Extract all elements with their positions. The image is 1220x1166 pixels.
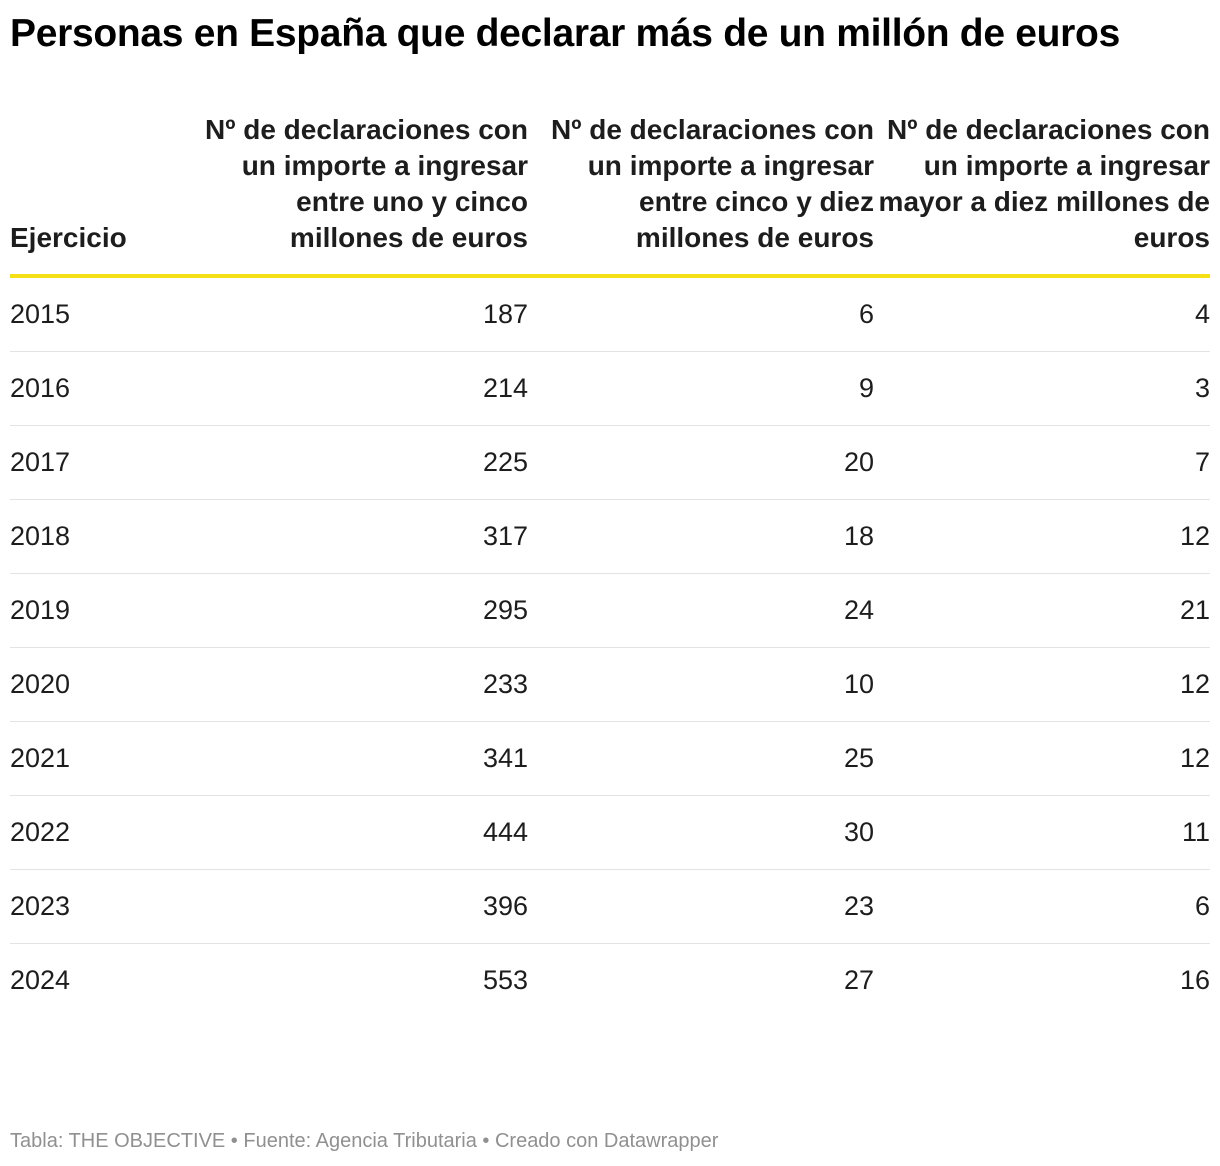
cell-year: 2022 [10, 795, 200, 870]
cell-five-to-ten-million: 30 [528, 795, 874, 870]
cell-over-ten-million: 7 [874, 425, 1210, 500]
table-row: 2024 553 27 16 [10, 944, 1210, 1018]
cell-over-ten-million: 12 [874, 647, 1210, 722]
cell-year: 2019 [10, 573, 200, 648]
cell-five-to-ten-million: 23 [528, 869, 874, 944]
cell-over-ten-million: 3 [874, 351, 1210, 426]
cell-year: 2016 [10, 351, 200, 426]
column-header-year: Ejercicio [10, 222, 127, 253]
cell-year: 2018 [10, 499, 200, 574]
table-row: 2019 295 24 21 [10, 573, 1210, 648]
table-row: 2022 444 30 11 [10, 795, 1210, 870]
cell-five-to-ten-million: 25 [528, 721, 874, 796]
table-row: 2015 187 6 4 [10, 276, 1210, 352]
cell-five-to-ten-million: 20 [528, 425, 874, 500]
cell-year: 2023 [10, 869, 200, 944]
cell-over-ten-million: 16 [1179, 965, 1210, 995]
source-footer: Tabla: THE OBJECTIVE • Fuente: Agencia T… [10, 1130, 719, 1152]
cell-one-to-five-million: 396 [200, 869, 528, 944]
cell-five-to-ten-million: 18 [528, 499, 874, 574]
table-row: 2023 396 23 6 [10, 869, 1210, 944]
cell-one-to-five-million: 444 [200, 795, 528, 870]
table-header-row: Ejercicio Nº de declaraciones con un imp… [10, 112, 1210, 276]
cell-one-to-five-million: 317 [200, 499, 528, 574]
column-header-over-ten-million: Nº de declaraciones con un importe a ing… [878, 114, 1210, 253]
column-header-five-to-ten-million: Nº de declaraciones con un importe a ing… [550, 114, 874, 253]
cell-one-to-five-million: 225 [200, 425, 528, 500]
cell-five-to-ten-million: 6 [528, 276, 874, 352]
cell-year: 2024 [10, 965, 71, 995]
cell-year: 2017 [10, 425, 200, 500]
table-row: 2016 214 9 3 [10, 351, 1210, 426]
cell-over-ten-million: 11 [874, 795, 1210, 870]
cell-one-to-five-million: 341 [200, 721, 528, 796]
cell-one-to-five-million: 187 [200, 276, 528, 352]
cell-one-to-five-million: 553 [482, 965, 528, 995]
table-row: 2017 225 20 7 [10, 425, 1210, 500]
cell-one-to-five-million: 214 [200, 351, 528, 426]
data-table-container: Ejercicio Nº de declaraciones con un imp… [10, 112, 1210, 1017]
cell-five-to-ten-million: 27 [843, 965, 874, 995]
cell-one-to-five-million: 233 [200, 647, 528, 722]
cell-over-ten-million: 12 [874, 499, 1210, 574]
cell-five-to-ten-million: 24 [528, 573, 874, 648]
cell-over-ten-million: 6 [874, 869, 1210, 944]
cell-five-to-ten-million: 10 [528, 647, 874, 722]
cell-year: 2021 [10, 721, 200, 796]
data-table: Ejercicio Nº de declaraciones con un imp… [10, 112, 1210, 1017]
cell-over-ten-million: 4 [874, 276, 1210, 352]
chart-title: Personas en España que declarar más de u… [10, 12, 1120, 55]
table-body: 2015 187 6 4 2016 214 9 3 2017 225 20 7 2018 317 18 12 2… [10, 276, 1210, 1017]
cell-over-ten-million: 12 [874, 721, 1210, 796]
table-row: 2018 317 18 12 [10, 499, 1210, 574]
cell-year: 2015 [10, 276, 200, 352]
table-row: 2021 341 25 12 [10, 721, 1210, 796]
cell-over-ten-million: 21 [874, 573, 1210, 648]
column-header-one-to-five-million: Nº de declaraciones con un importe a ing… [204, 114, 528, 253]
table-row: 2020 233 10 12 [10, 647, 1210, 722]
cell-five-to-ten-million: 9 [528, 351, 874, 426]
cell-year: 2020 [10, 647, 200, 722]
cell-one-to-five-million: 295 [200, 573, 528, 648]
